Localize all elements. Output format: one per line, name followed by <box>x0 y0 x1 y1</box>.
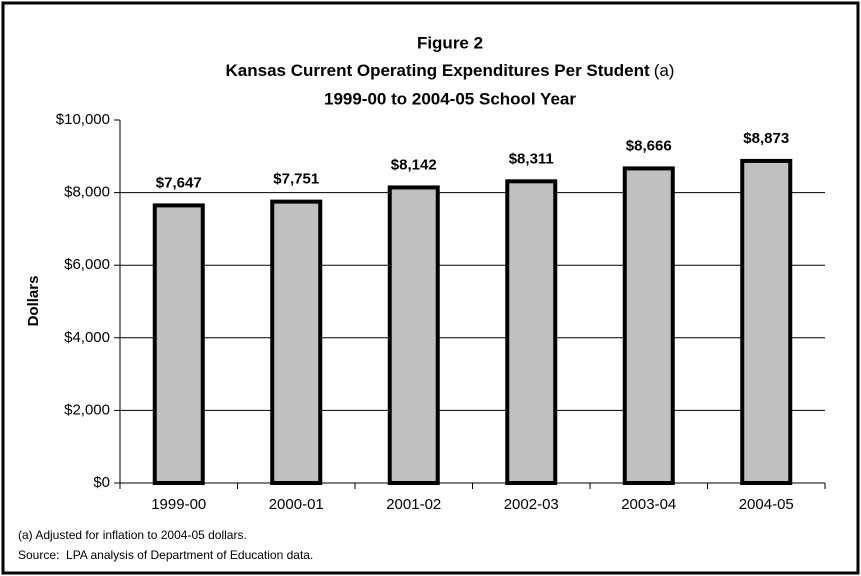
y-tick-label: $2,000 <box>64 401 110 418</box>
source-note: Source: LPA analysis of Department of Ed… <box>18 548 313 562</box>
y-tick-label: $8,000 <box>64 184 110 201</box>
value-label: $8,873 <box>743 130 789 147</box>
value-label: $8,666 <box>626 137 672 154</box>
subtitle-note: (a) <box>654 61 675 80</box>
bar <box>740 158 793 485</box>
x-tick-label: 2000-01 <box>269 496 324 513</box>
value-label: $7,647 <box>156 174 202 191</box>
y-tick-label: $0 <box>93 474 110 491</box>
y-tick-label: $10,000 <box>56 111 110 128</box>
y-axis-label: Dollars <box>25 276 42 327</box>
x-tick-label: 2002-03 <box>504 496 559 513</box>
y-tick-label: $6,000 <box>64 256 110 273</box>
value-label: $7,751 <box>273 171 319 188</box>
chart-subtitle: Kansas Current Operating Expenditures Pe… <box>226 61 650 80</box>
value-label: $8,142 <box>391 156 437 173</box>
x-tick-label: 1999-00 <box>151 496 206 513</box>
chart-subtitle-line: Kansas Current Operating Expenditures Pe… <box>226 61 675 80</box>
footnote: (a) Adjusted for inflation to 2004-05 do… <box>18 528 247 542</box>
x-tick-label: 2003-04 <box>621 496 676 513</box>
chart-title: Figure 2 <box>417 33 483 52</box>
y-tick-label: $4,000 <box>64 329 110 346</box>
x-tick-label: 2004-05 <box>739 496 794 513</box>
bar <box>270 199 323 485</box>
bar <box>622 166 675 485</box>
bar <box>152 203 205 485</box>
bar <box>505 179 558 485</box>
bar <box>387 185 440 485</box>
x-tick-label: 2001-02 <box>386 496 441 513</box>
value-label: $8,311 <box>509 150 554 167</box>
chart-period: 1999-00 to 2004-05 School Year <box>324 89 576 108</box>
